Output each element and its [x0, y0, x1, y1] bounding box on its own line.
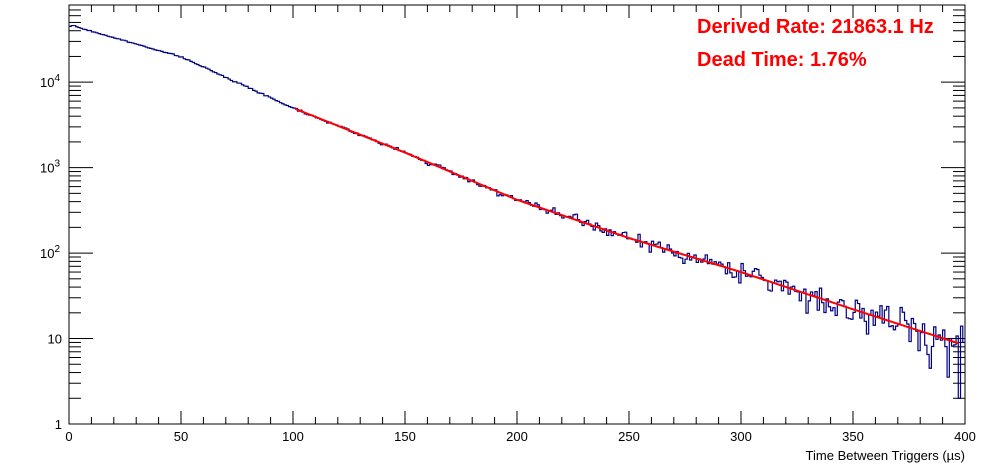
x-tick-label: 400: [954, 429, 976, 444]
exponential-fit-line: [294, 107, 959, 345]
x-tick-label: 50: [174, 429, 188, 444]
x-axis-title: Time Between Triggers (µs): [806, 448, 965, 463]
x-tick-label: 200: [506, 429, 528, 444]
x-tick-label: 250: [618, 429, 640, 444]
x-axis-ticks: [68, 5, 966, 424]
x-axis-tick-labels: 0 50 100 150 200 250 300 350 400: [65, 429, 975, 444]
y-axis-tick-labels: 1 10 102 103 104: [40, 73, 62, 432]
x-tick-label: 350: [842, 429, 864, 444]
y-tick-label: 10: [48, 332, 62, 347]
x-tick-label: 0: [65, 429, 72, 444]
annotation-derived-rate: Derived Rate: 21863.1 Hz: [697, 16, 934, 38]
x-tick-label: 100: [282, 429, 304, 444]
histogram-series: [69, 24, 965, 399]
y-tick-label: 103: [40, 159, 60, 176]
x-tick-label: 150: [394, 429, 416, 444]
annotation-dead-time: Dead Time: 1.76%: [697, 49, 867, 71]
x-tick-label: 300: [730, 429, 752, 444]
y-tick-label: 104: [40, 73, 60, 90]
y-tick-label: 1: [55, 417, 62, 432]
y-tick-label: 102: [40, 244, 60, 261]
